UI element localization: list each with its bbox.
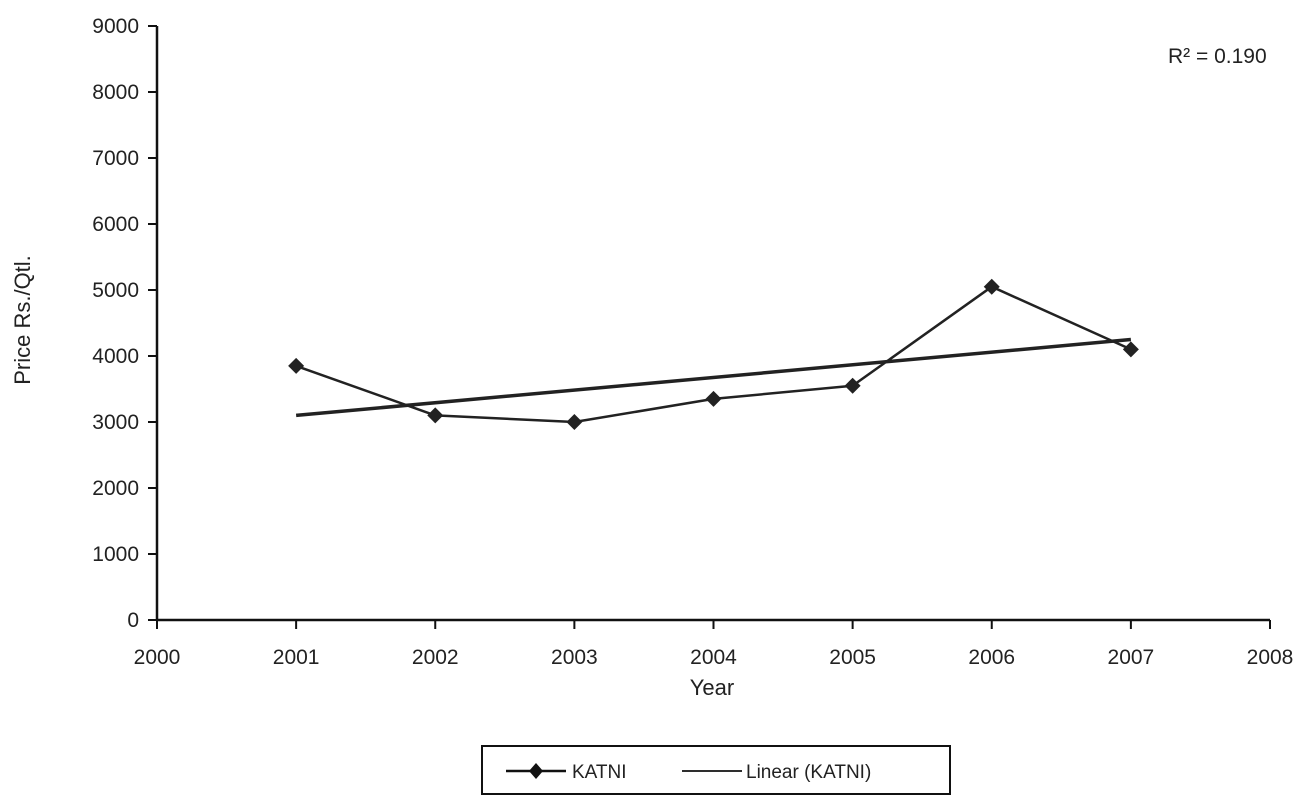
- legend-katni-marker: [529, 763, 543, 779]
- series: [288, 278, 1139, 430]
- legend-katni-label: KATNI: [572, 762, 627, 783]
- x-tick-label: 2008: [1247, 646, 1294, 669]
- y-ticks: 0 1000 2000 3000 4000 5000 6000 7000 8000 9000: [92, 15, 157, 632]
- y-tick-label: 5000: [92, 279, 139, 302]
- y-tick-label: 8000: [92, 81, 139, 104]
- y-tick-label: 6000: [92, 213, 139, 236]
- x-tick-label: 2006: [968, 646, 1015, 669]
- x-tick-label: 2003: [551, 646, 598, 669]
- r-squared-annotation: R² = 0.190: [1168, 45, 1267, 68]
- y-tick-label: 0: [127, 609, 139, 632]
- x-tick-label: 2004: [690, 646, 737, 669]
- data-point-katni: [844, 377, 861, 394]
- data-point-katni: [566, 414, 583, 430]
- data-point-katni: [288, 357, 305, 374]
- data-point-katni: [983, 278, 1000, 295]
- legend: KATNI Linear (KATNI): [481, 745, 951, 795]
- legend-linear-label: Linear (KATNI): [746, 762, 871, 783]
- y-tick-label: 2000: [92, 477, 139, 500]
- data-point-katni: [427, 407, 444, 424]
- x-tick-label: 2002: [412, 646, 459, 669]
- axes: [155, 26, 1270, 622]
- x-tick-label: 2007: [1108, 646, 1155, 669]
- y-tick-label: 1000: [92, 543, 139, 566]
- y-axis-title: Price Rs./Qtl.: [10, 255, 35, 385]
- x-tick-label: 2001: [273, 646, 320, 669]
- y-tick-label: 4000: [92, 345, 139, 368]
- trendline: [295, 337, 1132, 418]
- x-axis-title: Year: [690, 675, 734, 700]
- data-point-katni: [1122, 341, 1139, 358]
- x-tick-label: 2000: [134, 646, 181, 669]
- x-tick-label: 2005: [829, 646, 876, 669]
- x-ticks: 2000 2001 2002 2003 2004 2005 2006 2007 2008: [134, 620, 1294, 669]
- trendline-linear-katni: [295, 337, 1132, 418]
- data-point-katni: [705, 390, 722, 407]
- y-tick-label: 7000: [92, 147, 139, 170]
- y-tick-label: 9000: [92, 15, 139, 38]
- y-tick-label: 3000: [92, 411, 139, 434]
